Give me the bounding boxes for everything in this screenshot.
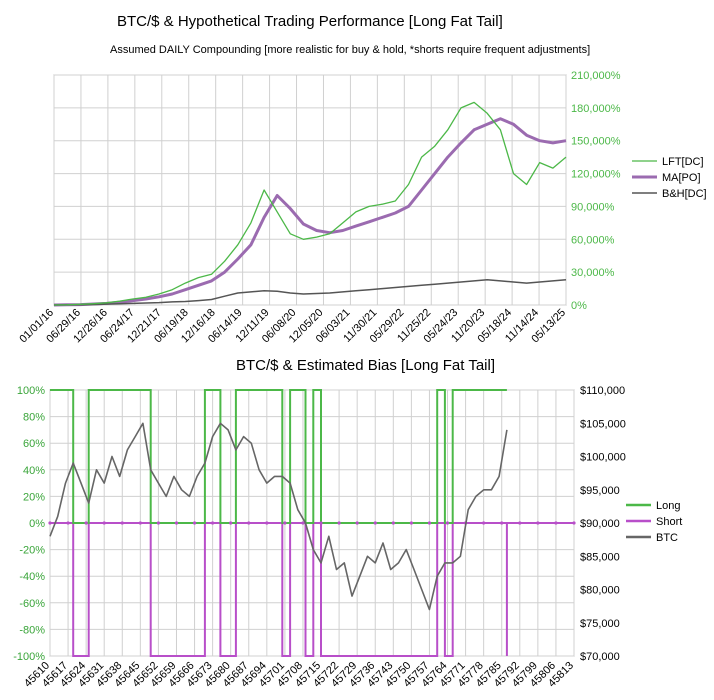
bottom-zero-marker — [102, 521, 106, 525]
bottom-zero-marker — [247, 521, 251, 525]
bottom-zero-marker — [445, 521, 450, 525]
bottom-legend-label: Long — [656, 500, 680, 512]
bottom-y-left-tick-label: 40% — [23, 465, 45, 477]
bottom-series-line — [50, 522, 508, 657]
bottom-zero-marker — [156, 521, 161, 525]
bottom-y-left-tick-label: 100% — [17, 385, 45, 397]
bottom-zero-marker — [48, 521, 52, 525]
top-chart-title: BTC/$ & Hypothetical Trading Performance… — [117, 13, 503, 30]
bottom-zero-marker — [84, 521, 88, 525]
bottom-y-right-tick-label: $75,000 — [580, 618, 620, 630]
bottom-y-left-tick-label: 20% — [23, 491, 45, 503]
top-y-tick-label: 60,000% — [571, 234, 615, 246]
bottom-zero-marker — [536, 521, 540, 525]
bottom-zero-marker — [192, 521, 197, 525]
top-legend-label: MA[PO] — [662, 172, 701, 184]
bottom-series-line — [50, 389, 507, 524]
bottom-y-left-tick-label: -100% — [13, 651, 45, 663]
bottom-zero-marker — [211, 521, 215, 525]
bottom-y-left-tick-label: -40% — [19, 571, 45, 583]
bottom-series-line — [49, 422, 508, 611]
top-chart-subtitle: Assumed DAILY Compounding [more realisti… — [110, 44, 591, 56]
bottom-zero-marker — [174, 521, 179, 525]
bottom-zero-marker — [409, 521, 413, 525]
bottom-zero-marker — [427, 521, 432, 525]
top-y-tick-label: 0% — [571, 300, 587, 312]
top-y-tick-label: 120,000% — [571, 169, 621, 181]
top-y-tick-label: 210,000% — [571, 70, 621, 82]
top-series-line — [53, 279, 567, 306]
bottom-zero-marker — [554, 521, 558, 525]
bottom-y-left-tick-label: -60% — [19, 598, 45, 610]
bottom-zero-marker — [319, 521, 323, 525]
bottom-zero-marker — [301, 521, 305, 525]
bottom-zero-marker — [120, 521, 124, 525]
bottom-y-right-tick-label: $70,000 — [580, 651, 620, 663]
bottom-legend-label: BTC — [656, 532, 678, 544]
bottom-zero-marker — [518, 521, 522, 525]
bottom-legend-label: Short — [656, 516, 682, 528]
bottom-y-right-tick-label: $85,000 — [580, 551, 620, 563]
bottom-y-left-tick-label: 80% — [23, 412, 45, 424]
top-y-tick-label: 180,000% — [571, 103, 621, 115]
bottom-y-left-tick-label: 0% — [29, 518, 45, 530]
bottom-zero-marker — [373, 521, 377, 525]
bottom-zero-marker — [572, 521, 576, 525]
bottom-zero-marker — [66, 521, 70, 525]
bottom-y-right-tick-label: $100,000 — [580, 452, 626, 464]
bottom-zero-marker — [337, 521, 341, 525]
bottom-chart-title: BTC/$ & Estimated Bias [Long Fat Tail] — [236, 357, 496, 374]
bottom-y-left-tick-label: 60% — [23, 438, 45, 450]
top-plot-area — [53, 74, 567, 306]
top-y-tick-label: 150,000% — [571, 136, 621, 148]
bottom-y-left-tick-label: -20% — [19, 545, 45, 557]
bottom-y-right-tick-label: $105,000 — [580, 418, 626, 430]
bottom-y-right-tick-label: $80,000 — [580, 585, 620, 597]
top-series-line — [53, 101, 567, 306]
bottom-y-left-tick-label: -80% — [19, 624, 45, 636]
top-y-tick-label: 90,000% — [571, 201, 615, 213]
top-series-line — [53, 117, 567, 307]
bottom-zero-marker — [138, 521, 142, 525]
bottom-zero-marker — [355, 521, 359, 525]
bottom-zero-marker — [229, 521, 233, 525]
bottom-zero-marker — [283, 521, 287, 525]
bottom-y-right-tick-label: $95,000 — [580, 485, 620, 497]
bottom-y-right-tick-label: $110,000 — [580, 385, 625, 397]
top-legend-label: LFT[DC] — [662, 156, 704, 168]
bottom-zero-marker — [265, 521, 269, 525]
top-legend-label: B&H[DC] — [662, 188, 707, 200]
bottom-zero-marker — [500, 521, 504, 525]
bottom-zero-marker — [482, 521, 486, 525]
bottom-y-right-tick-label: $90,000 — [580, 518, 620, 530]
top-y-tick-label: 30,000% — [571, 267, 615, 279]
bottom-zero-marker — [391, 521, 395, 525]
